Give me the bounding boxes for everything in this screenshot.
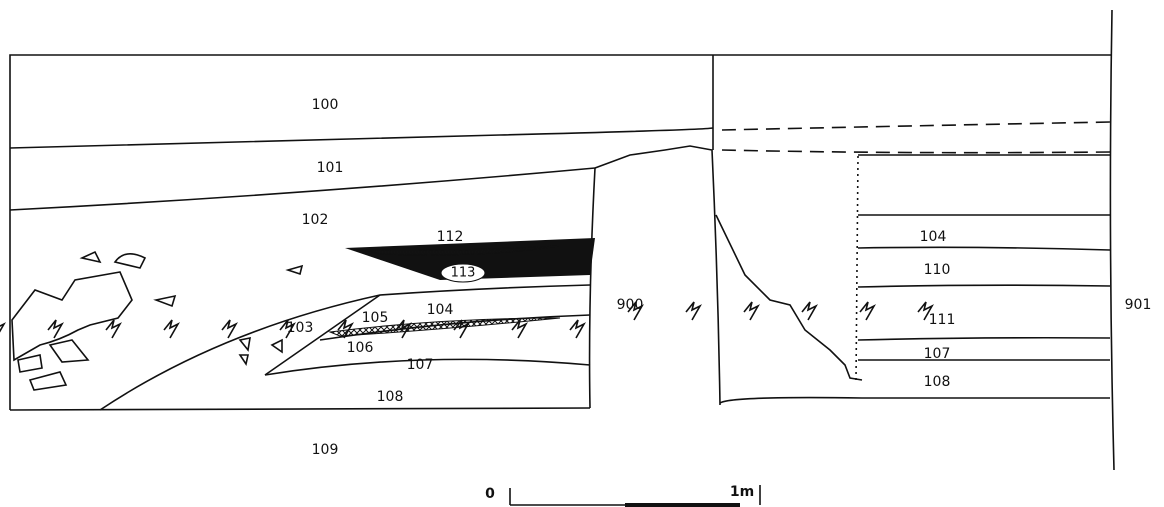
scale-bar: 0 1m [485, 484, 761, 507]
layer-label: 109 [312, 442, 339, 458]
bedrock-mark [743, 301, 759, 321]
bedrock-mark [47, 319, 63, 339]
layer-label: 112 [437, 229, 464, 245]
layer-label: 104 [920, 229, 947, 245]
layer-label: 108 [924, 374, 951, 390]
layer-label: 110 [924, 262, 951, 278]
layer-label: 107 [407, 357, 434, 373]
layer-label: 108 [377, 389, 404, 405]
bedrock-mark [569, 319, 585, 339]
scale-start: 0 [485, 486, 495, 502]
bedrock-mark [0, 319, 5, 339]
layer-label: 113 [451, 266, 476, 281]
bedrock-mark [163, 319, 179, 339]
layer-label: 901 [1125, 297, 1152, 313]
outline [9, 9, 1115, 471]
layer-label: 100 [312, 97, 339, 113]
layer-label: 900 [617, 297, 644, 313]
layer-label: 111 [929, 312, 956, 328]
bedrock-mark [105, 319, 121, 339]
layer-label: 107 [924, 346, 951, 362]
bedrock-mark [801, 301, 817, 321]
bedrock-mark [221, 319, 237, 339]
layer-label: 106 [347, 340, 374, 356]
bedrock-mark [859, 301, 875, 321]
layer-label: 102 [302, 212, 329, 228]
layer-label: 103 [287, 320, 314, 336]
layer-label: 101 [317, 160, 344, 176]
scale-end: 1m [730, 484, 754, 500]
bedrock-mark [685, 301, 701, 321]
layer-label: 104 [427, 302, 454, 318]
layer-label: 105 [362, 310, 389, 326]
